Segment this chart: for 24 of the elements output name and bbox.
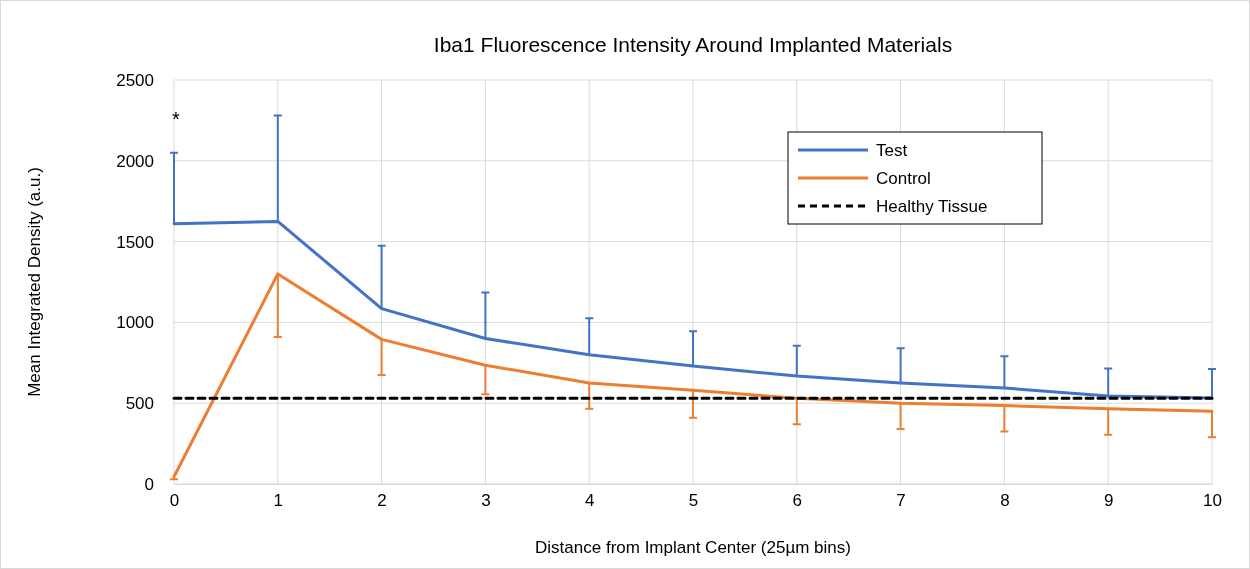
x-tick-label: 1 xyxy=(273,491,284,511)
x-tick-label: 9 xyxy=(1103,491,1114,511)
y-tick-label: 0 xyxy=(144,474,154,494)
legend-label: Healthy Tissue xyxy=(876,197,988,216)
x-axis-title: Distance from Implant Center (25µm bins) xyxy=(535,538,851,557)
x-tick-label: 3 xyxy=(481,491,491,511)
chart-title: Iba1 Fluorescence Intensity Around Implanted Materials xyxy=(433,33,953,56)
y-tick-label: 500 xyxy=(125,394,154,414)
annotation: * xyxy=(172,108,181,130)
legend-label: Test xyxy=(876,141,908,160)
x-tick-label: 6 xyxy=(792,491,803,511)
y-tick-label: 1000 xyxy=(116,313,154,333)
y-axis-title: Mean Integrated Density (a.u.) xyxy=(25,167,44,397)
y-tick-label: 2500 xyxy=(116,70,154,90)
x-tick-label: 7 xyxy=(896,491,906,511)
x-tick-label: 0 xyxy=(169,491,180,511)
x-tick-label: 2 xyxy=(377,491,387,511)
y-tick-label: 2000 xyxy=(116,151,154,171)
x-tick-label: 10 xyxy=(1203,491,1222,511)
y-tick-label: 1500 xyxy=(116,232,154,252)
legend-label: Control xyxy=(876,169,931,188)
x-tick-label: 4 xyxy=(584,491,595,511)
x-tick-label: 5 xyxy=(688,491,699,511)
x-tick-label: 8 xyxy=(1000,491,1010,511)
